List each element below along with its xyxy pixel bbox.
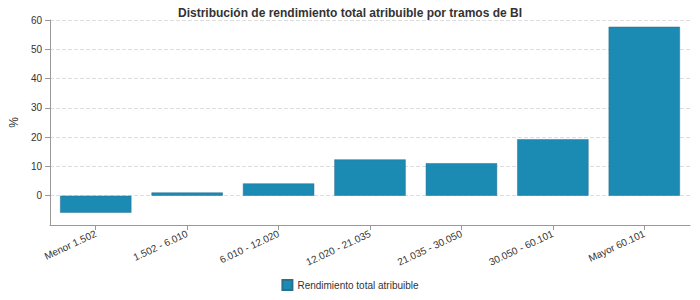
svg-text:Mayor 60.101: Mayor 60.101: [587, 228, 647, 264]
svg-text:12.020 - 21.035: 12.020 - 21.035: [304, 228, 372, 268]
svg-text:50: 50: [31, 44, 43, 55]
svg-text:0: 0: [36, 190, 42, 201]
svg-text:Rendimiento total atribuible: Rendimiento total atribuible: [297, 280, 419, 291]
svg-text:Menor 1.502: Menor 1.502: [43, 228, 99, 262]
svg-text:1.502 - 6.010: 1.502 - 6.010: [132, 228, 190, 263]
svg-text:%: %: [7, 117, 21, 128]
svg-text:21.035 - 30.050: 21.035 - 30.050: [396, 228, 464, 268]
svg-text:40: 40: [31, 73, 43, 84]
svg-text:60: 60: [31, 15, 43, 26]
svg-text:30.050 - 60.101: 30.050 - 60.101: [487, 228, 555, 268]
svg-text:30: 30: [31, 102, 43, 113]
svg-text:Distribución de rendimiento to: Distribución de rendimiento total atribu…: [178, 6, 522, 20]
svg-text:6.010 - 12.020: 6.010 - 12.020: [218, 228, 281, 265]
svg-text:20: 20: [31, 132, 43, 143]
svg-text:10: 10: [31, 161, 43, 172]
